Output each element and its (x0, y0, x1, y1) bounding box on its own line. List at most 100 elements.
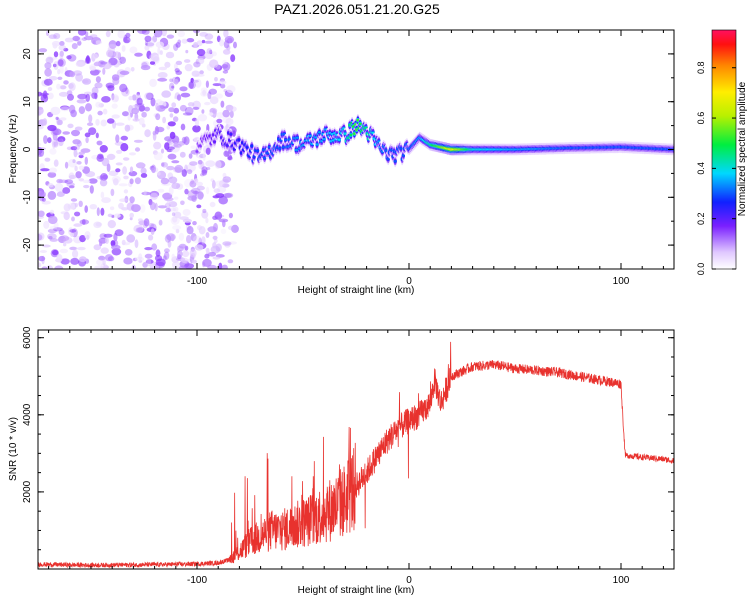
spectrogram-speckle (208, 88, 217, 95)
spectrogram-speckle (218, 218, 229, 223)
spectrogram-speckle (153, 30, 163, 38)
spectrogram-speckle (194, 78, 202, 88)
spectrogram-speckle (166, 200, 172, 205)
spectrogram-speckle (205, 80, 209, 88)
spectrogram-speckle (134, 147, 141, 152)
spectrogram-speckle (106, 163, 111, 172)
spectrogram-speckle (91, 92, 98, 99)
spectrogram-speckle (58, 91, 69, 97)
spectrogram-speckle (72, 35, 80, 42)
spectrogram-speckle (44, 157, 51, 162)
spectrogram-speckle (222, 70, 229, 74)
spectrogram-speckle (207, 91, 212, 100)
spectrogram-ridge-cell (348, 124, 352, 127)
spectrogram-speckle (152, 132, 157, 141)
spectrogram-x-axis: -100 0 100 (48, 30, 664, 287)
spectrogram-speckle (185, 164, 196, 172)
spectrogram-speckle (75, 171, 82, 179)
spectrogram-speckle (151, 243, 158, 251)
spectrogram-speckle (169, 131, 176, 140)
spectrogram-speckle (228, 225, 235, 231)
spectrogram-speckle (47, 171, 57, 178)
spectrogram-speckle (205, 217, 209, 224)
spectrogram-speckle (192, 221, 197, 226)
spectrogram-speckle (167, 172, 174, 180)
spectrogram-speckle (105, 30, 111, 38)
spectrogram-speckle (198, 226, 206, 235)
spectrogram-speckle (212, 235, 218, 240)
spectrogram-speckle (231, 130, 236, 137)
spectrogram-speckle (95, 101, 102, 108)
spectrogram-speckle (204, 40, 213, 44)
spectrogram-speckle (107, 220, 117, 229)
spectrogram-speckle (197, 159, 203, 165)
colorbar-gradient (711, 29, 737, 270)
spectrogram-speckle (74, 126, 83, 131)
spectrogram-ridge-cell (281, 146, 285, 149)
spectrogram-speckle (173, 116, 179, 122)
spectrogram-speckle (55, 116, 59, 120)
spectrogram-speckle (116, 149, 123, 154)
snr-x-axis: -100 0 100 (48, 330, 664, 586)
spectrogram-speckle (165, 207, 171, 213)
spectrogram-speckle (186, 169, 193, 175)
spectrogram-speckle (42, 118, 48, 126)
spectrogram-speckle (99, 145, 108, 153)
spectrogram-speckle (201, 109, 205, 114)
spectrogram-speckle (229, 110, 234, 118)
spectrogram-speckle (155, 41, 165, 48)
spectrogram-speckle (41, 266, 48, 269)
spectrogram-speckle (99, 179, 108, 187)
spectrogram-speckle (160, 105, 165, 109)
spectrogram-ridge-cell (317, 131, 321, 134)
spectrogram-speckle (213, 222, 218, 232)
spectrogram-speckle (64, 179, 74, 185)
spectrogram-speckle (159, 128, 163, 132)
spectrogram-speckle (59, 85, 67, 90)
spectrogram-speckle (227, 156, 233, 161)
spectrogram-ridge-cell (250, 144, 254, 148)
spectrogram-speckle (197, 57, 205, 65)
spectrogram-ridge-cell (287, 138, 291, 141)
spectrogram-speckle (181, 38, 188, 44)
spectrogram-speckle (143, 190, 147, 196)
spectrogram-speckle (200, 87, 208, 94)
spectrogram-speckle (180, 123, 186, 131)
spectrogram-speckle (177, 39, 182, 45)
spectrogram-speckle (78, 154, 84, 159)
spectrogram-speckle (70, 146, 78, 151)
spectrogram-speckle (176, 183, 184, 190)
y-tick-label: -20 (22, 237, 33, 252)
spectrogram-speckle (229, 106, 237, 112)
spectrogram-speckle (167, 146, 175, 150)
spectrogram-speckle (171, 102, 177, 108)
spectrogram-speckle (69, 71, 76, 78)
spectrogram-speckle (129, 212, 134, 218)
spectrogram-speckle (149, 201, 156, 211)
spectrogram-ridge-cell (343, 132, 347, 135)
spectrogram-speckle (49, 209, 55, 215)
spectrogram-speckle (78, 151, 85, 155)
spectrogram-speckle (120, 143, 129, 152)
spectrogram-speckle (182, 208, 191, 216)
spectrogram-speckle (175, 42, 181, 48)
spectrogram-speckle (111, 93, 115, 101)
spectrogram-speckle (108, 40, 117, 49)
spectrogram-speckle (84, 205, 88, 213)
spectrogram-speckle (54, 265, 64, 269)
spectrogram-speckle (125, 32, 131, 38)
spectrogram-speckle (60, 258, 70, 265)
spectrogram-speckle (197, 114, 208, 122)
spectrogram-speckle (123, 36, 131, 44)
spectrogram-speckle (140, 167, 147, 175)
spectrogram-speckle (64, 37, 74, 43)
spectrogram-ylabel: Frequency (Hz) (8, 115, 19, 184)
spectrogram-speckle (88, 127, 97, 135)
colorbar: 0.0 0.2 0.4 0.6 0.8 Normalized spectral ampl… (696, 29, 748, 275)
spectrogram-speckle (95, 222, 103, 227)
spectrogram-speckle (166, 125, 171, 130)
spectrogram-speckle (167, 153, 177, 160)
spectrogram-speckle (60, 106, 70, 112)
spectrogram-speckle (77, 246, 86, 251)
